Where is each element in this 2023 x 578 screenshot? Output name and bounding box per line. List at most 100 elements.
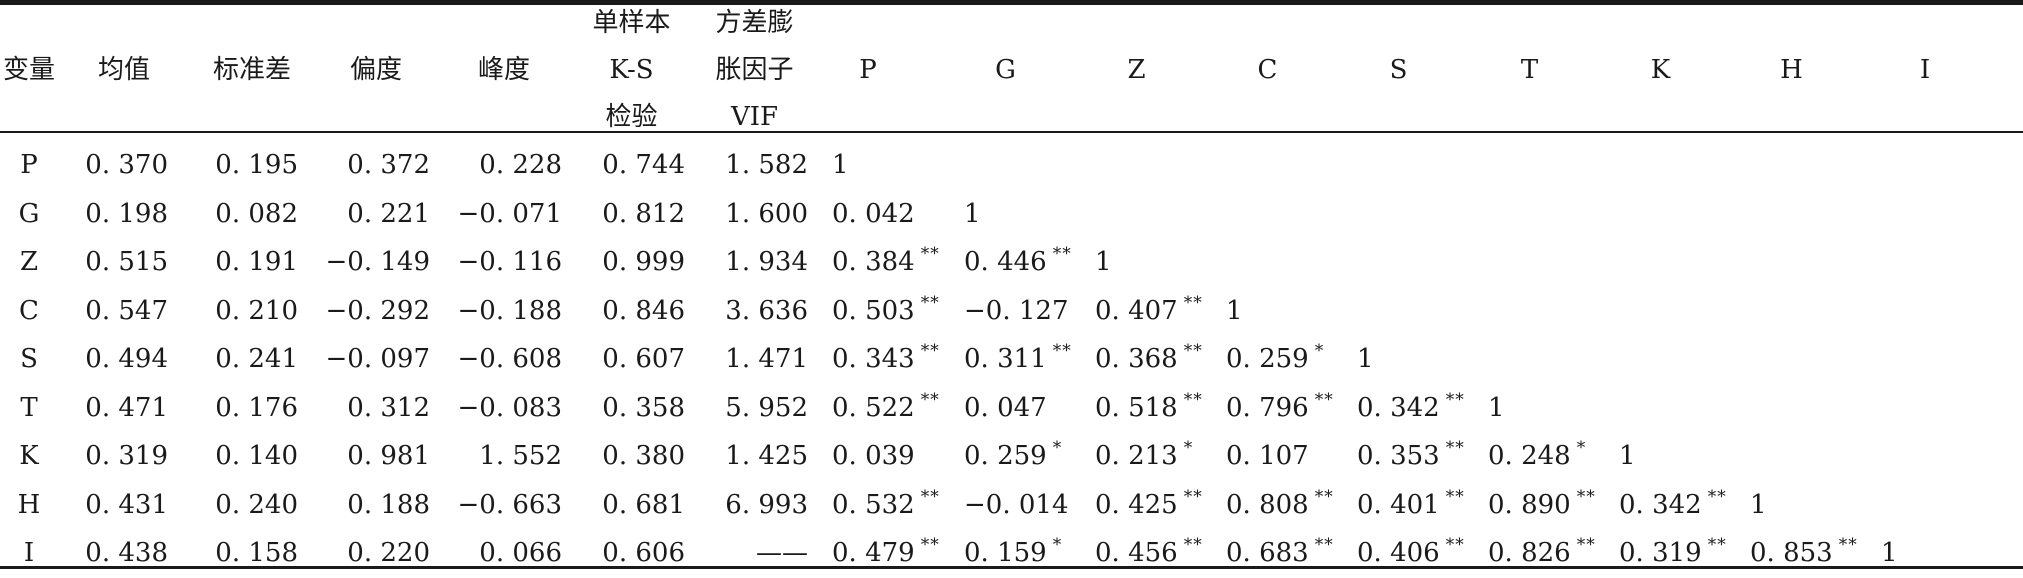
correlation-value: 0. 479: [832, 538, 915, 569]
cell-skewness: −0. 149: [325, 247, 430, 278]
correlation-value: 0. 446: [964, 247, 1047, 278]
cell-correlation: [1877, 287, 2023, 336]
correlation-value: 0. 683: [1226, 538, 1309, 569]
correlation-value: 0. 518: [1095, 392, 1178, 423]
cell-correlation: [1353, 238, 1484, 287]
correlation-value: 0. 311: [964, 344, 1047, 375]
table-body: P 0. 370 0. 195 0. 372 0. 228 0. 744 1. 582 1 G 0…: [0, 141, 2023, 578]
cell-skewness: 0. 312: [347, 392, 430, 423]
significance-mark: **: [1707, 486, 1727, 507]
cell-variable: I: [23, 538, 35, 569]
header-ks-test: 单样本 K-S 检验: [570, 0, 693, 141]
header-corr-h: H: [1780, 55, 1803, 85]
correlation-value: 0. 853: [1750, 538, 1833, 569]
cell-kurtosis: 0. 066: [479, 538, 562, 569]
cell-correlation: 0. 406 **: [1353, 529, 1484, 578]
cell-correlation: 1: [1353, 335, 1484, 384]
significance-mark: **: [1314, 535, 1334, 556]
cell-ks: 0. 812: [602, 198, 685, 229]
cell-correlation: [1877, 190, 2023, 239]
table-row: H 0. 431 0. 240 0. 188 −0. 663 0. 681 6. 993 0.…: [0, 481, 2023, 530]
cell-correlation: 0. 796 **: [1222, 384, 1353, 433]
significance-mark: **: [920, 341, 940, 362]
header-corr-c: C: [1257, 55, 1278, 85]
correlation-value: 0. 213: [1095, 441, 1178, 472]
significance-mark: **: [1183, 292, 1203, 313]
cell-correlation: 0. 522 **: [816, 384, 960, 433]
cell-correlation: 0. 503 **: [816, 287, 960, 336]
cell-correlation: [1746, 384, 1877, 433]
cell-vif: 1. 934: [725, 247, 808, 278]
significance-mark: **: [1183, 535, 1203, 556]
cell-skewness: 0. 372: [347, 150, 430, 181]
header-vif-line1: 方差膨: [715, 8, 794, 38]
correlation-value: 0. 259: [964, 441, 1047, 472]
significance-mark: **: [920, 389, 940, 410]
header-vif-line3: VIF: [730, 102, 779, 132]
cell-correlation: 0. 407 **: [1091, 287, 1222, 336]
cell-correlation: 0. 042: [816, 190, 960, 239]
cell-mean: 0. 431: [85, 489, 168, 520]
cell-correlation: 0. 213 *: [1091, 432, 1222, 481]
cell-correlation: 1: [1615, 432, 1746, 481]
cell-skewness: −0. 292: [325, 295, 430, 326]
cell-correlation: [1222, 190, 1353, 239]
correlation-value: 1: [1619, 441, 1636, 472]
cell-correlation: 0. 425 **: [1091, 481, 1222, 530]
cell-correlation: [1615, 238, 1746, 287]
significance-mark: **: [1445, 486, 1465, 507]
cell-correlation: [1746, 287, 1877, 336]
correlation-value: 1: [832, 150, 849, 181]
cell-mean: 0. 438: [85, 538, 168, 569]
correlation-value: 0. 407: [1095, 295, 1178, 326]
cell-variable: H: [17, 489, 41, 520]
cell-correlation: [1746, 335, 1877, 384]
correlation-value: 0. 342: [1357, 392, 1440, 423]
significance-mark: **: [1445, 535, 1465, 556]
significance-mark: **: [1183, 486, 1203, 507]
cell-variable: C: [19, 295, 39, 326]
significance-mark: **: [1445, 389, 1465, 410]
cell-skewness: 0. 981: [347, 441, 430, 472]
cell-variable: S: [20, 344, 38, 375]
cell-correlation: [1746, 190, 1877, 239]
header-ks-line1: 单样本: [592, 8, 671, 38]
cell-ks: 0. 681: [602, 489, 685, 520]
cell-correlation: [1484, 141, 1615, 190]
header-mean: 均值: [97, 55, 150, 85]
correlation-value: 0. 503: [832, 295, 915, 326]
cell-correlation: [1091, 141, 1222, 190]
table-row: Z 0. 515 0. 191 −0. 149 −0. 116 0. 999 1. 934 0…: [0, 238, 2023, 287]
cell-correlation: [1615, 190, 1746, 239]
cell-correlation: [1484, 238, 1615, 287]
cell-ks: 0. 744: [602, 150, 685, 181]
cell-correlation: 0. 808 **: [1222, 481, 1353, 530]
cell-correlation: 1: [1484, 384, 1615, 433]
cell-kurtosis: −0. 083: [457, 392, 562, 423]
header-row: 变量 均值 标准差 偏度 峰度 单样本 K-S 检验 方差膨 胀因子 VIF P…: [0, 0, 2023, 141]
cell-correlation: [1877, 432, 2023, 481]
correlation-value: 0. 368: [1095, 344, 1178, 375]
cell-kurtosis: 1. 552: [479, 441, 562, 472]
cell-correlation: 0. 343 **: [816, 335, 960, 384]
significance-mark: *: [1183, 438, 1194, 459]
header-std: 标准差: [212, 55, 291, 85]
cell-correlation: [1091, 190, 1222, 239]
cell-skewness: 0. 188: [347, 489, 430, 520]
significance-mark: **: [1183, 341, 1203, 362]
cell-vif: 1. 600: [725, 198, 808, 229]
correlation-value: 0. 107: [1226, 441, 1309, 472]
cell-correlation: [960, 141, 1091, 190]
significance-mark: **: [920, 535, 940, 556]
cell-correlation: 0. 342 **: [1353, 384, 1484, 433]
correlation-value: −0. 127: [964, 295, 1069, 326]
header-vif-line2: 胀因子: [715, 55, 794, 85]
cell-vif: 5. 952: [725, 392, 808, 423]
correlation-value: 0. 319: [1619, 538, 1702, 569]
cell-correlation: [1877, 384, 2023, 433]
significance-mark: **: [1707, 535, 1727, 556]
cell-correlation: 0. 456 **: [1091, 529, 1222, 578]
correlation-value: 0. 401: [1357, 489, 1440, 520]
cell-std: 0. 210: [215, 295, 298, 326]
significance-mark: **: [1052, 244, 1072, 265]
